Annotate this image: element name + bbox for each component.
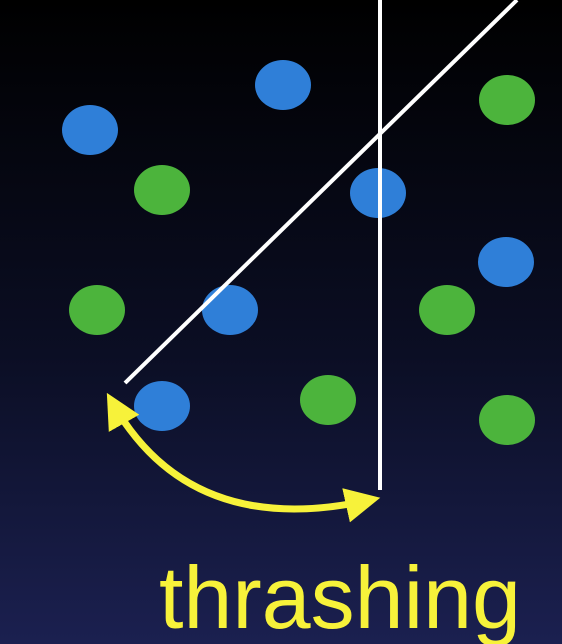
green-point	[479, 395, 535, 445]
thrashing-arrow	[106, 392, 381, 523]
green-point	[134, 165, 190, 215]
green-point	[419, 285, 475, 335]
green-point	[479, 75, 535, 125]
diagonal-boundary-line	[123, 0, 519, 385]
blue-point	[202, 285, 258, 335]
caption-label: thrashing	[159, 548, 521, 644]
blue-point	[134, 381, 190, 431]
green-point	[69, 285, 125, 335]
blue-point	[255, 60, 311, 110]
blue-point	[62, 105, 118, 155]
green-point	[300, 375, 356, 425]
blue-point	[478, 237, 534, 287]
